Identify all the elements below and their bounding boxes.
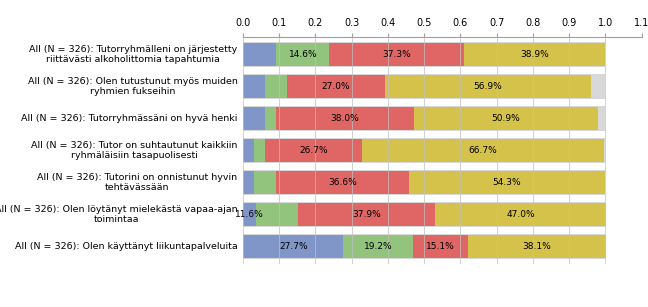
Bar xyxy=(413,235,468,258)
Bar xyxy=(243,139,254,162)
Text: 37.9%: 37.9% xyxy=(353,210,381,219)
Bar xyxy=(343,235,413,258)
Bar xyxy=(265,75,287,98)
Bar xyxy=(243,202,605,227)
Bar xyxy=(243,106,605,131)
Text: 11.6%: 11.6% xyxy=(235,210,264,219)
Bar xyxy=(243,170,605,195)
Bar xyxy=(243,203,256,226)
Bar xyxy=(298,203,435,226)
Bar xyxy=(468,235,606,258)
Bar xyxy=(385,75,591,98)
Bar xyxy=(276,43,329,66)
Text: 50.9%: 50.9% xyxy=(491,114,520,123)
Text: 38.0%: 38.0% xyxy=(330,114,359,123)
Bar xyxy=(465,43,605,66)
Bar xyxy=(243,234,605,259)
Bar xyxy=(435,203,606,226)
Bar xyxy=(413,107,598,130)
Text: 27.7%: 27.7% xyxy=(279,242,308,251)
Text: 19.2%: 19.2% xyxy=(364,242,393,251)
Bar xyxy=(243,74,605,99)
Text: 66.7%: 66.7% xyxy=(469,146,498,155)
Bar xyxy=(243,235,343,258)
Text: 47.0%: 47.0% xyxy=(506,210,535,219)
Bar xyxy=(243,171,254,194)
Text: 26.7%: 26.7% xyxy=(299,146,328,155)
Text: 38.9%: 38.9% xyxy=(520,50,550,59)
Bar xyxy=(243,75,265,98)
Text: 56.9%: 56.9% xyxy=(474,82,502,91)
Text: 15.1%: 15.1% xyxy=(426,242,455,251)
Bar xyxy=(243,107,265,130)
Text: 36.6%: 36.6% xyxy=(328,178,356,187)
Bar xyxy=(254,171,276,194)
Bar xyxy=(243,43,276,66)
Bar xyxy=(243,138,605,163)
Bar xyxy=(276,171,409,194)
Bar xyxy=(287,75,385,98)
Text: 37.3%: 37.3% xyxy=(382,50,411,59)
Bar xyxy=(243,42,605,67)
Bar xyxy=(266,139,362,162)
Bar xyxy=(265,107,276,130)
Text: 14.6%: 14.6% xyxy=(288,50,317,59)
Bar xyxy=(409,171,605,194)
Bar xyxy=(254,139,266,162)
Bar xyxy=(329,43,465,66)
Text: 54.3%: 54.3% xyxy=(492,178,521,187)
Bar xyxy=(276,107,413,130)
Bar xyxy=(362,139,604,162)
Text: 38.1%: 38.1% xyxy=(522,242,551,251)
Bar xyxy=(256,203,298,226)
Text: 27.0%: 27.0% xyxy=(322,82,351,91)
